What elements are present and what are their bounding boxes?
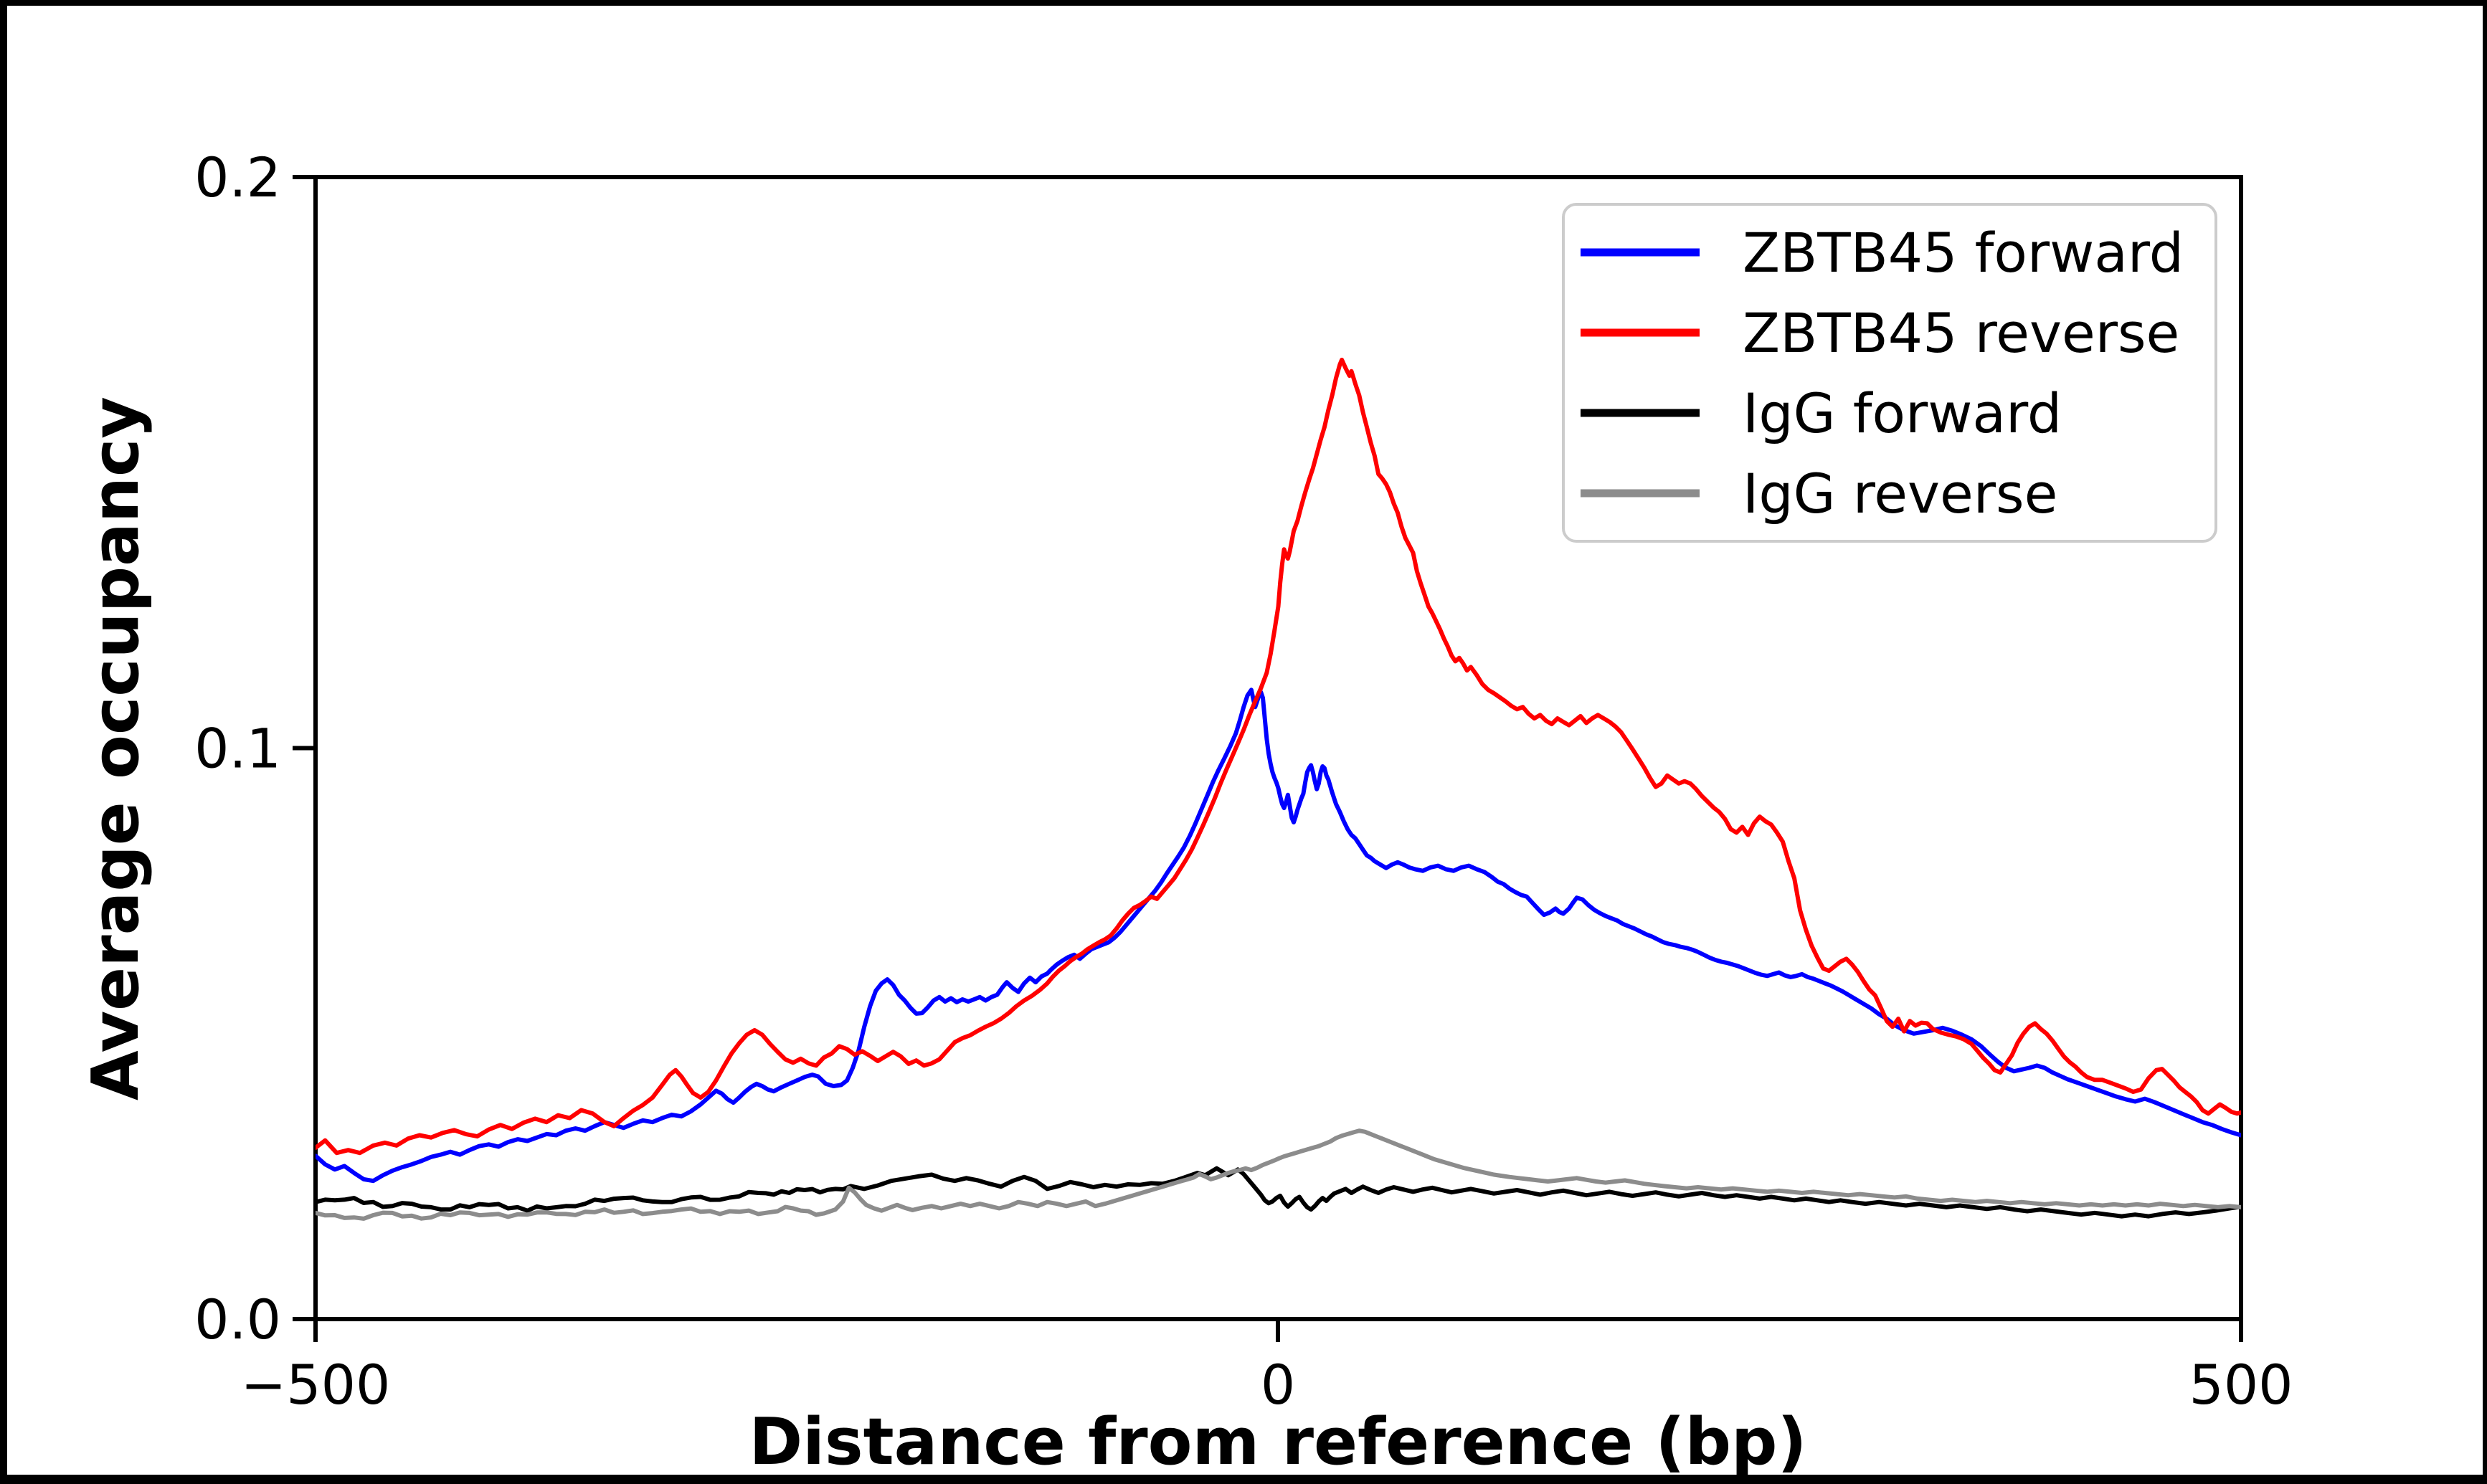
x-tick-label-500: 500: [2189, 1353, 2293, 1417]
data-curves: [316, 357, 2241, 1221]
y-tick-label-0.0: 0.0: [194, 1288, 281, 1351]
legend-box: [1562, 203, 2217, 543]
legend-label-zbtb45-reverse: ZBTB45 reverse: [1743, 301, 2179, 365]
y-axis-label: Average occupancy: [78, 396, 153, 1100]
x-axis-label: Distance from reference (bp): [749, 1404, 1806, 1480]
legend-label-zbtb45-forward: ZBTB45 forward: [1743, 221, 2184, 285]
legend: ZBTB45 forward ZBTB45 reverse IgG forward I…: [1562, 203, 2217, 543]
frame-edge-left: [0, 0, 7, 1484]
x-tick-label-0: 0: [1261, 1353, 1295, 1417]
axis-ticks: [293, 175, 2243, 1342]
y-tick-label-0.2: 0.2: [194, 146, 281, 209]
x-tick-label-neg500: −500: [241, 1353, 391, 1417]
legend-label-igg-forward: IgG forward: [1743, 381, 2062, 445]
frame-edge-right: [2483, 0, 2487, 1484]
frame-edge-bottom: [0, 1475, 2487, 1484]
series-line-igg-forward: [316, 1166, 2241, 1219]
frame-edge-top: [0, 0, 2487, 6]
series-line-zbtb45-forward: [316, 688, 2241, 1184]
y-tick-label-0.1: 0.1: [194, 717, 281, 781]
series-line-igg-reverse: [316, 1128, 2241, 1221]
legend-label-igg-reverse: IgG reverse: [1743, 462, 2057, 525]
series-line-zbtb45-reverse: [316, 357, 2241, 1156]
